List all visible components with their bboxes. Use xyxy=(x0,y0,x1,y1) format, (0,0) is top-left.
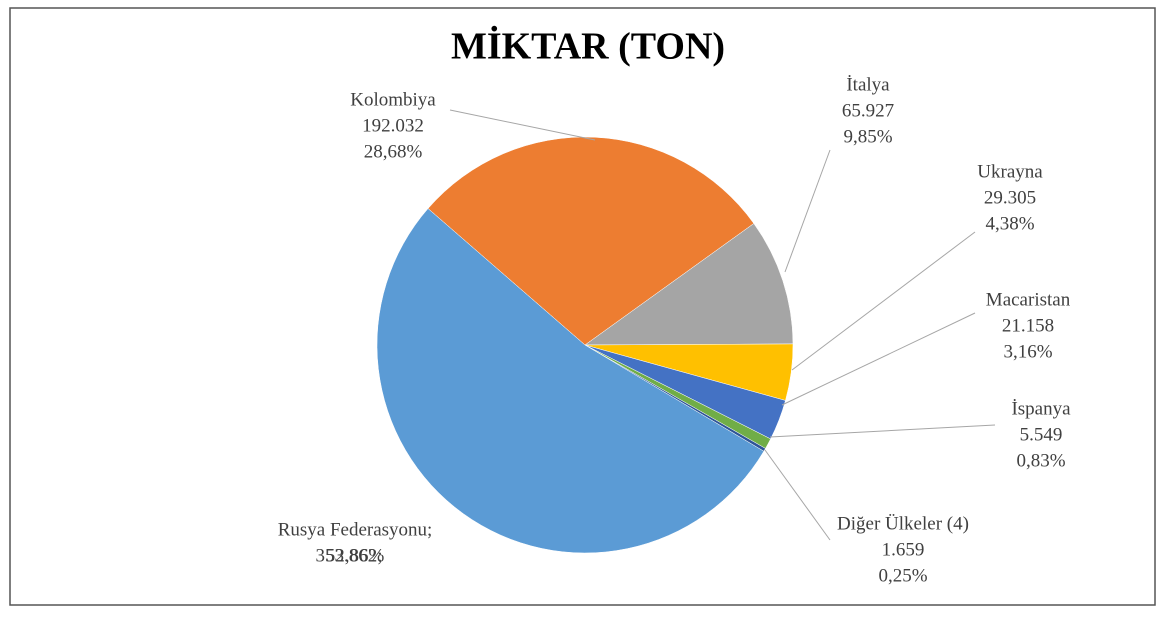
leader-line xyxy=(769,424,996,438)
category-label: Diğer Ülkeler (4) xyxy=(837,513,969,534)
leader-line xyxy=(781,312,976,406)
category-label: İtalya xyxy=(846,74,890,95)
value-label: 21.158 xyxy=(1002,315,1054,336)
category-label: Ukrayna xyxy=(977,161,1043,182)
pie-slice xyxy=(427,136,755,346)
category-label: Macaristan xyxy=(986,289,1071,310)
chart-title: MİKTAR (TON) xyxy=(451,26,725,68)
leader-line xyxy=(449,109,596,141)
leader-line xyxy=(784,149,831,273)
percent-label: 0,83% xyxy=(1016,450,1065,471)
value-label: 192.032 xyxy=(362,115,424,136)
leader-line xyxy=(764,449,831,541)
value-label: 29.305 xyxy=(984,187,1036,208)
percent-label: 9,85% xyxy=(843,126,892,147)
value-label: 5.549 xyxy=(1020,424,1063,445)
value-label: 353.862; xyxy=(315,545,382,566)
pie-slice xyxy=(584,223,794,346)
percent-label: 52,86% xyxy=(326,545,385,566)
category-label: Rusya Federasyonu; xyxy=(278,519,433,540)
category-label: İspanya xyxy=(1011,398,1071,419)
value-label: 1.659 xyxy=(882,539,925,560)
percent-label: 3,16% xyxy=(1003,341,1052,362)
leader-line xyxy=(791,231,976,371)
category-label: Kolombiya xyxy=(350,89,436,110)
percent-label: 0,25% xyxy=(878,565,927,586)
percent-label: 28,68% xyxy=(364,141,423,162)
pie-slice xyxy=(376,208,765,554)
value-label: 65.927 xyxy=(842,100,894,121)
percent-label: 4,38% xyxy=(985,213,1034,234)
